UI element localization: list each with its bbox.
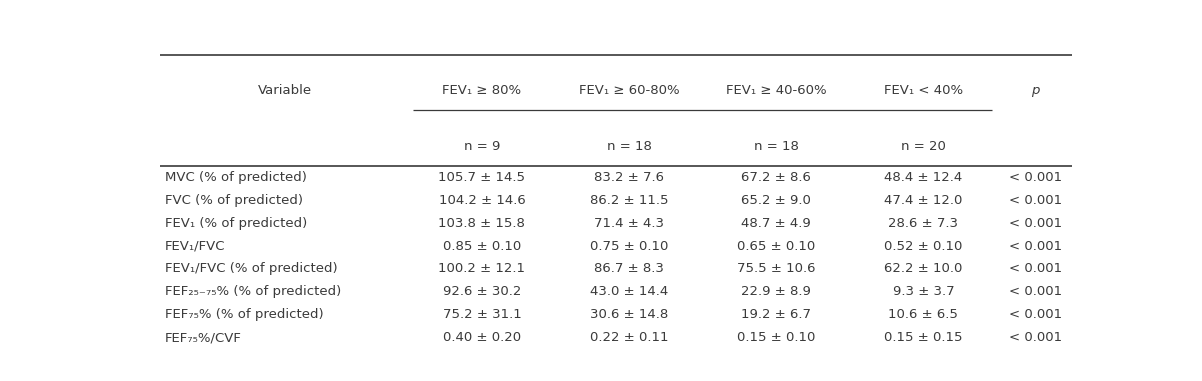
Text: 0.15 ± 0.10: 0.15 ± 0.10 (737, 331, 815, 344)
Text: 83.2 ± 7.6: 83.2 ± 7.6 (594, 171, 664, 184)
Text: 86.2 ± 11.5: 86.2 ± 11.5 (590, 194, 668, 207)
Text: FEV₁ (% of predicted): FEV₁ (% of predicted) (165, 217, 308, 230)
Text: 28.6 ± 7.3: 28.6 ± 7.3 (888, 217, 958, 230)
Text: n = 18: n = 18 (607, 140, 651, 153)
Text: 71.4 ± 4.3: 71.4 ± 4.3 (594, 217, 664, 230)
Text: FEV₁ ≥ 40-60%: FEV₁ ≥ 40-60% (726, 84, 827, 97)
Text: 75.2 ± 31.1: 75.2 ± 31.1 (442, 308, 522, 321)
Text: < 0.001: < 0.001 (1010, 240, 1063, 253)
Text: FEV₁ ≥ 60-80%: FEV₁ ≥ 60-80% (578, 84, 679, 97)
Text: 30.6 ± 14.8: 30.6 ± 14.8 (590, 308, 668, 321)
Text: 104.2 ± 14.6: 104.2 ± 14.6 (439, 194, 525, 207)
Text: n = 20: n = 20 (902, 140, 946, 153)
Text: FEV₁/FVC: FEV₁/FVC (165, 240, 226, 253)
Text: FEV₁ ≥ 80%: FEV₁ ≥ 80% (442, 84, 522, 97)
Text: Variable: Variable (257, 84, 313, 97)
Text: n = 9: n = 9 (464, 140, 500, 153)
Text: < 0.001: < 0.001 (1010, 263, 1063, 275)
Text: FEF₇₅%/CVF: FEF₇₅%/CVF (165, 331, 242, 344)
Text: FEV₁ < 40%: FEV₁ < 40% (883, 84, 963, 97)
Text: 48.4 ± 12.4: 48.4 ± 12.4 (885, 171, 963, 184)
Text: FEF₂₅₋₇₅% (% of predicted): FEF₂₅₋₇₅% (% of predicted) (165, 285, 341, 298)
Text: n = 18: n = 18 (754, 140, 798, 153)
Text: FEF₇₅% (% of predicted): FEF₇₅% (% of predicted) (165, 308, 323, 321)
Text: 48.7 ± 4.9: 48.7 ± 4.9 (742, 217, 811, 230)
Text: 67.2 ± 8.6: 67.2 ± 8.6 (742, 171, 811, 184)
Text: 0.40 ± 0.20: 0.40 ± 0.20 (442, 331, 520, 344)
Text: 105.7 ± 14.5: 105.7 ± 14.5 (439, 171, 525, 184)
Text: 65.2 ± 9.0: 65.2 ± 9.0 (742, 194, 811, 207)
Text: 22.9 ± 8.9: 22.9 ± 8.9 (742, 285, 811, 298)
Text: MVC (% of predicted): MVC (% of predicted) (165, 171, 307, 184)
Text: 10.6 ± 6.5: 10.6 ± 6.5 (888, 308, 958, 321)
Text: 0.22 ± 0.11: 0.22 ± 0.11 (590, 331, 668, 344)
Text: 9.3 ± 3.7: 9.3 ± 3.7 (893, 285, 954, 298)
Text: < 0.001: < 0.001 (1010, 194, 1063, 207)
Text: 0.85 ± 0.10: 0.85 ± 0.10 (442, 240, 520, 253)
Text: 0.65 ± 0.10: 0.65 ± 0.10 (737, 240, 815, 253)
Text: FVC (% of predicted): FVC (% of predicted) (165, 194, 303, 207)
Text: < 0.001: < 0.001 (1010, 285, 1063, 298)
Text: < 0.001: < 0.001 (1010, 217, 1063, 230)
Text: < 0.001: < 0.001 (1010, 171, 1063, 184)
Text: 0.15 ± 0.15: 0.15 ± 0.15 (885, 331, 963, 344)
Text: 43.0 ± 14.4: 43.0 ± 14.4 (590, 285, 668, 298)
Text: 92.6 ± 30.2: 92.6 ± 30.2 (442, 285, 522, 298)
Text: 100.2 ± 12.1: 100.2 ± 12.1 (439, 263, 525, 275)
Text: 75.5 ± 10.6: 75.5 ± 10.6 (737, 263, 815, 275)
Text: 19.2 ± 6.7: 19.2 ± 6.7 (742, 308, 811, 321)
Text: p: p (1031, 84, 1040, 97)
Text: 0.52 ± 0.10: 0.52 ± 0.10 (885, 240, 963, 253)
Text: < 0.001: < 0.001 (1010, 308, 1063, 321)
Text: FEV₁/FVC (% of predicted): FEV₁/FVC (% of predicted) (165, 263, 338, 275)
Text: 0.75 ± 0.10: 0.75 ± 0.10 (590, 240, 668, 253)
Text: 47.4 ± 12.0: 47.4 ± 12.0 (885, 194, 963, 207)
Text: 62.2 ± 10.0: 62.2 ± 10.0 (885, 263, 963, 275)
Text: 86.7 ± 8.3: 86.7 ± 8.3 (594, 263, 664, 275)
Text: < 0.001: < 0.001 (1010, 331, 1063, 344)
Text: 103.8 ± 15.8: 103.8 ± 15.8 (439, 217, 525, 230)
